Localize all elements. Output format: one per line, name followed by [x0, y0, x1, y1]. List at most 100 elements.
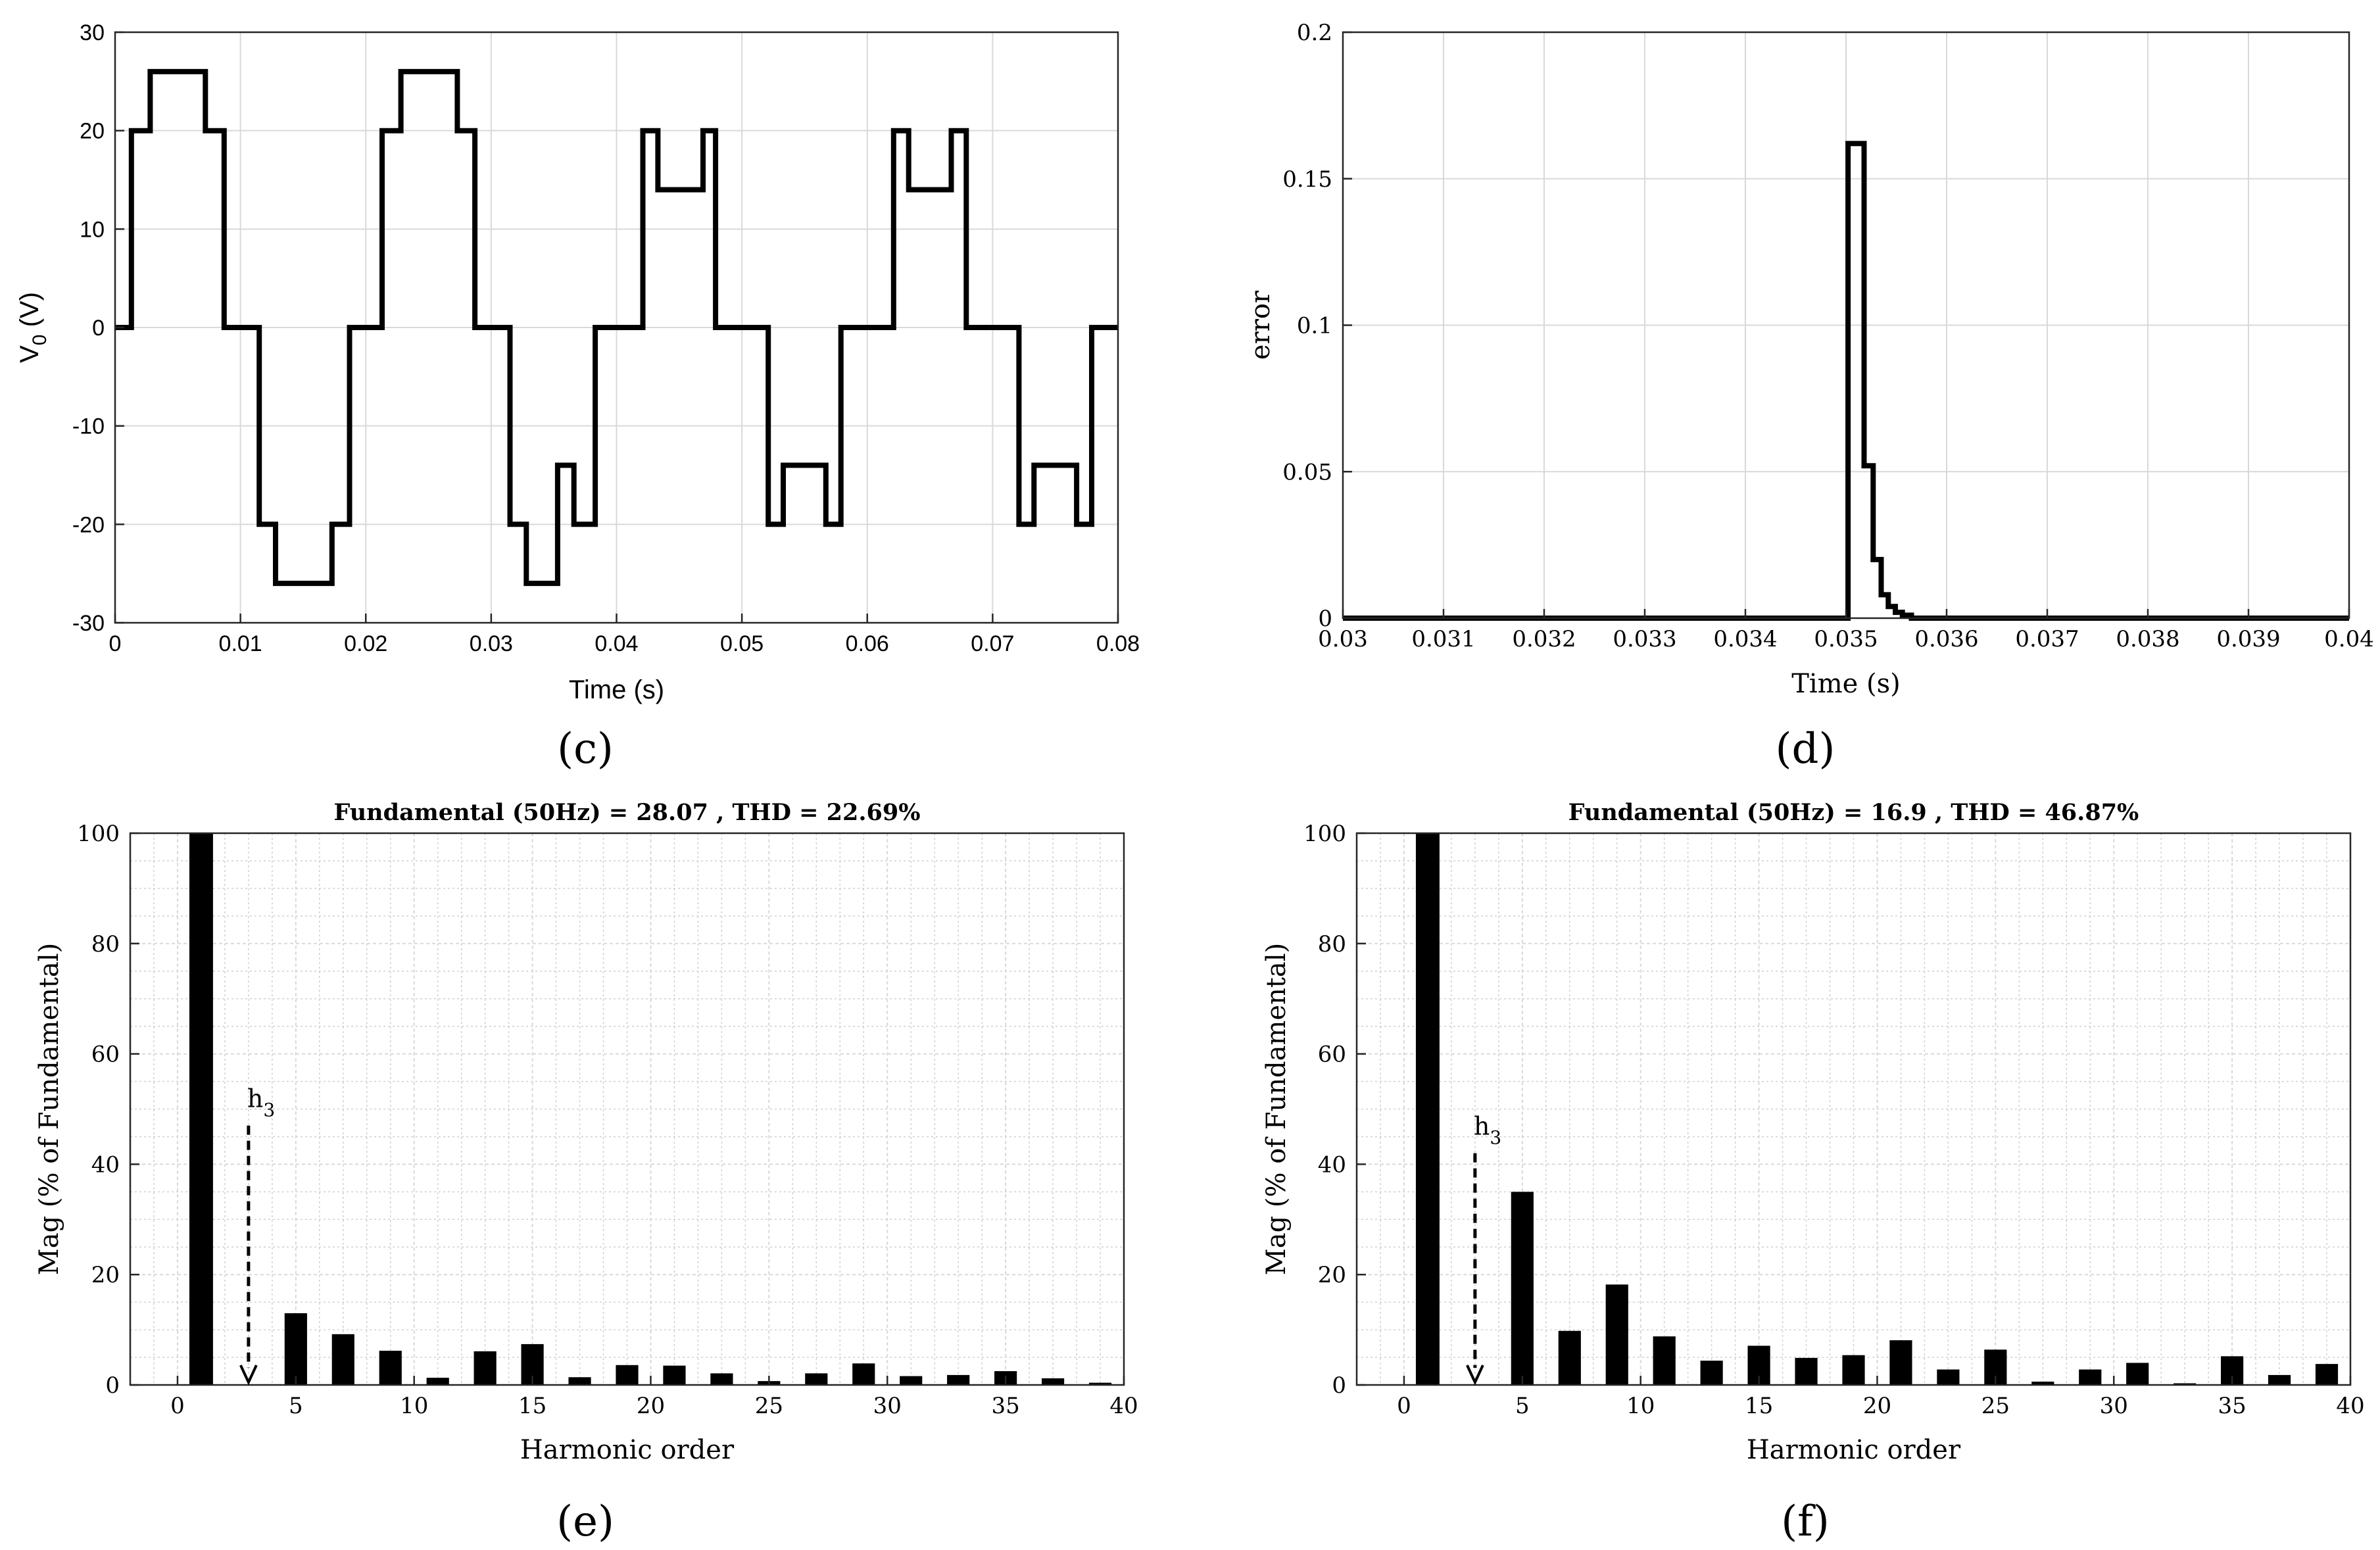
h3-annotation-subscript: 3 [1490, 1127, 1501, 1149]
y-tick-label: 30 [80, 20, 105, 45]
chart-title: Fundamental (50Hz) = 16.9 , THD = 46.87% [1568, 799, 2139, 826]
y-axis-label: Mag (% of Fundamental) [1261, 943, 1292, 1275]
x-tick-label: 0.07 [971, 631, 1014, 656]
x-tick-label: 0.04 [595, 631, 638, 656]
y-axis-label-main: V [15, 345, 44, 363]
bar-h29 [2079, 1369, 2102, 1385]
x-tick-label: 0.03 [1318, 626, 1368, 652]
y-tick-label: 0 [92, 316, 105, 341]
chart-d-error: 0.03 0.031 0.032 0.033 0.034 0.035 0.036 0.037 0… [1246, 20, 2374, 773]
x-tick-label: 0.02 [344, 631, 387, 656]
x-tick-label: 0.04 [2324, 626, 2374, 652]
bar-h17 [568, 1377, 591, 1385]
bar-h7 [331, 1334, 354, 1385]
bar-h29 [852, 1363, 875, 1385]
h3-annotation-label: h3 [1474, 1112, 1501, 1149]
x-tick-label: 30 [2100, 1393, 2128, 1419]
bar-h27 [2031, 1381, 2054, 1385]
y-tick-label: 0 [1318, 606, 1332, 632]
x-tick-label: 35 [2218, 1393, 2246, 1419]
bar-h31 [2126, 1363, 2149, 1385]
y-tick-label: -20 [72, 512, 105, 537]
x-tick-label: 15 [518, 1393, 546, 1419]
x-axis-label: Time (s) [569, 675, 664, 704]
y-tick-label: 80 [1318, 931, 1346, 957]
h3-annotation-text: h [247, 1084, 263, 1113]
axes-frame [129, 832, 1125, 1386]
panel-caption: (d) [1776, 725, 1835, 773]
bar-h39 [2315, 1364, 2339, 1385]
bar-h1 [189, 833, 213, 1385]
y-tick-label: 40 [1318, 1151, 1346, 1178]
bar-h11 [426, 1378, 449, 1385]
chart-c-voltage-waveform: 0 0.01 0.02 0.03 0.04 0.05 0.06 0.07 0.08 -30 -20 -… [15, 20, 1140, 773]
bar-h19 [1842, 1355, 1865, 1385]
y-tick-label: 0.2 [1297, 20, 1332, 46]
x-tick-label: 25 [755, 1393, 783, 1419]
bar-h23 [1937, 1369, 1960, 1385]
y-tick-label: 10 [80, 217, 105, 242]
x-tick-label: 10 [1626, 1393, 1655, 1419]
x-tick-label: 10 [400, 1393, 428, 1419]
bar-h33 [947, 1374, 970, 1385]
bar-h1 [1415, 833, 1440, 1385]
panel-caption: (c) [557, 725, 614, 773]
bar-h23 [710, 1373, 733, 1385]
x-tick-label: 0.034 [1713, 626, 1777, 652]
bar-h13 [474, 1351, 497, 1385]
y-tick-label: 0.1 [1297, 313, 1332, 339]
x-tick-label: 20 [637, 1393, 665, 1419]
h3-arrow-head [239, 1365, 258, 1386]
panel-caption: (f) [1781, 1497, 1830, 1546]
x-tick-label: 0.032 [1512, 626, 1576, 652]
chart-title: Fundamental (50Hz) = 28.07 , THD = 22.69… [334, 799, 921, 826]
x-tick-label: 0.01 [219, 631, 262, 656]
bar-h31 [900, 1376, 923, 1385]
chart-f-harmonic-spectrum: 0 5 10 15 20 25 30 35 40 0 20 40 60 80 100 Harmonic ord… [1261, 799, 2365, 1546]
x-tick-label: 35 [991, 1393, 1019, 1419]
bar-h21 [1889, 1340, 1912, 1385]
x-axis-label: Harmonic order [520, 1435, 735, 1465]
y-tick-label: 0 [1332, 1372, 1346, 1399]
x-tick-label: 0.031 [1411, 626, 1475, 652]
h3-annotation-subscript: 3 [263, 1100, 275, 1121]
y-axis-label: Mag (% of Fundamental) [34, 943, 64, 1275]
bar-h7 [1558, 1330, 1581, 1385]
panel-caption: (e) [556, 1497, 614, 1546]
x-tick-label: 0.06 [846, 631, 889, 656]
bar-h37 [2268, 1374, 2291, 1385]
x-tick-label: 20 [1863, 1393, 1891, 1419]
y-tick-label: 100 [77, 821, 120, 847]
x-tick-label: 0.03 [470, 631, 513, 656]
series-line-error [1343, 141, 2349, 621]
y-tick-label: 80 [91, 931, 120, 957]
x-tick-label: 5 [1515, 1393, 1530, 1419]
bar-h13 [1700, 1361, 1723, 1385]
y-tick-label: 100 [1303, 821, 1346, 847]
bar-h21 [663, 1365, 686, 1385]
x-tick-label: 40 [1109, 1393, 1138, 1419]
y-axis-label-subscript: 0 [29, 335, 51, 346]
y-tick-label: -10 [72, 414, 105, 439]
axes-frame [1355, 832, 2352, 1386]
x-tick-label: 0.039 [2216, 626, 2280, 652]
bar-h11 [1653, 1336, 1676, 1385]
y-tick-label: 20 [91, 1262, 120, 1288]
bar-h9 [1605, 1284, 1628, 1385]
x-tick-label: 0.038 [2116, 626, 2179, 652]
y-tick-label: 0 [105, 1372, 120, 1399]
y-tick-label: 20 [1318, 1262, 1346, 1288]
y-tick-label: 0.15 [1282, 166, 1332, 193]
x-tick-label: 0.035 [1814, 626, 1878, 652]
y-tick-label: 40 [91, 1151, 120, 1178]
y-tick-label: 0.05 [1282, 459, 1332, 485]
y-axis-label-unit: (V) [15, 292, 44, 334]
bar-h33 [2174, 1383, 2197, 1385]
x-tick-label: 0.05 [720, 631, 764, 656]
h3-annotation-label: h3 [247, 1084, 275, 1121]
y-axis-label: V0 (V) [15, 292, 51, 363]
y-tick-label: 60 [1318, 1042, 1346, 1068]
y-tick-label: 20 [80, 119, 105, 144]
bar-h37 [1041, 1378, 1065, 1385]
